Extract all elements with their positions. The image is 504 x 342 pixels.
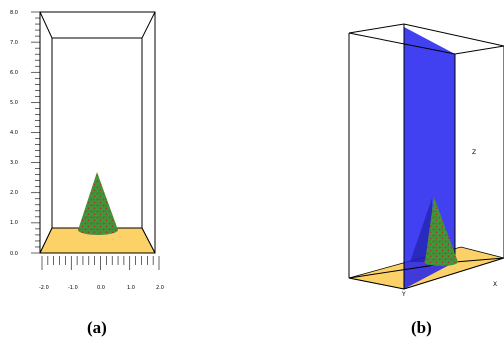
caption-b: (b) (411, 318, 432, 337)
z-tick-label: 0.0 (10, 251, 18, 257)
z-tick-label: 2.0 (10, 190, 18, 196)
z-tick-label: 1.0 (10, 220, 18, 226)
x-tick-label: -1.0 (68, 285, 78, 291)
z-axis-label: Z (472, 149, 476, 156)
bounding-box-b (348, 23, 504, 290)
x-tick-labels-a: -2.0 -1.0 0.0 1.0 2.0 (39, 285, 164, 291)
y-axis-label: Y (401, 291, 406, 298)
x-tick-label: 2.0 (156, 285, 164, 291)
x-tick-label: 1.0 (127, 285, 135, 291)
z-tick-labels-a: 8.0 7.0 6.0 5.0 4.0 3.0 2.0 1.0 0.0 (10, 10, 18, 257)
z-tick-label: 6.0 (10, 70, 18, 76)
z-tick-label: 3.0 (10, 160, 18, 166)
x-axis-label: X (493, 281, 497, 288)
panel-b: Z X Y (b) (348, 23, 504, 337)
cone-b (424, 197, 458, 266)
x-tick-label: -2.0 (39, 285, 49, 291)
panel-a: 8.0 7.0 6.0 5.0 4.0 3.0 2.0 1.0 0.0 -2.0… (10, 10, 164, 337)
x-tick-label: 0.0 (97, 285, 105, 291)
z-tick-label: 5.0 (10, 100, 18, 106)
z-tick-label: 4.0 (10, 130, 18, 136)
cone-a (78, 172, 118, 235)
z-axis-a (31, 11, 40, 254)
x-axis-a (41, 256, 160, 270)
z-tick-label: 7.0 (10, 40, 18, 46)
z-tick-label: 8.0 (10, 10, 18, 16)
caption-a: (a) (87, 318, 107, 337)
